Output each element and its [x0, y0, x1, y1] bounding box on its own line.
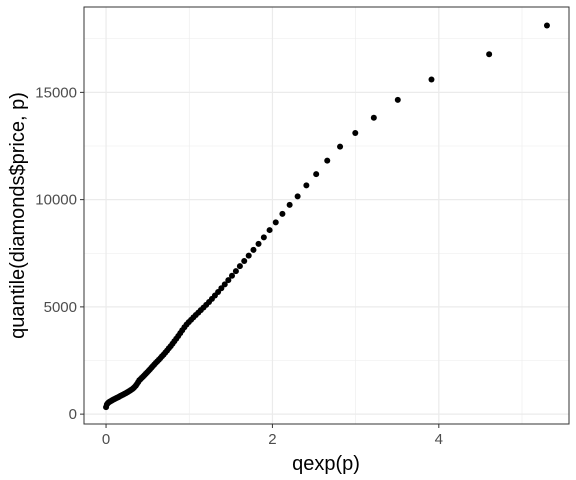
data-point	[241, 258, 248, 265]
minor-gridlines	[84, 7, 569, 424]
data-point	[324, 157, 331, 164]
y-tick-label: 0	[69, 406, 77, 423]
data-point	[260, 234, 267, 241]
data-point	[245, 252, 252, 259]
y-axis-title: quantile(diamonds$price, p)	[7, 92, 29, 339]
data-point	[218, 285, 225, 292]
data-point	[428, 76, 435, 83]
major-gridlines	[84, 7, 569, 424]
data-point	[294, 193, 301, 200]
y-axis-ticks: 0 5000 10000 15000	[35, 84, 84, 423]
data-points	[103, 22, 550, 411]
data-point	[250, 246, 257, 253]
y-tick-label: 15000	[35, 84, 77, 101]
y-tick-label: 5000	[44, 299, 77, 316]
data-point	[255, 240, 262, 247]
data-point	[313, 171, 320, 178]
data-point	[303, 182, 310, 189]
x-axis-title: qexp(p)	[292, 453, 360, 475]
data-point	[225, 277, 232, 284]
panel-border	[83, 6, 570, 425]
data-point	[286, 201, 293, 208]
data-point	[352, 130, 359, 137]
data-point	[232, 268, 239, 275]
data-point	[279, 210, 286, 217]
x-axis-ticks: 0 2 4	[102, 424, 443, 448]
data-point	[486, 51, 493, 58]
data-point	[236, 263, 243, 270]
data-point	[228, 272, 235, 279]
data-point	[543, 22, 550, 29]
data-point	[272, 219, 279, 226]
data-point	[337, 143, 344, 150]
x-tick-label: 2	[268, 431, 276, 448]
x-tick-label: 4	[435, 431, 443, 448]
y-tick-label: 10000	[35, 192, 77, 209]
data-point	[266, 227, 273, 234]
x-tick-label: 0	[102, 431, 110, 448]
data-point	[394, 96, 401, 103]
data-point	[221, 281, 228, 288]
data-point	[370, 114, 377, 121]
